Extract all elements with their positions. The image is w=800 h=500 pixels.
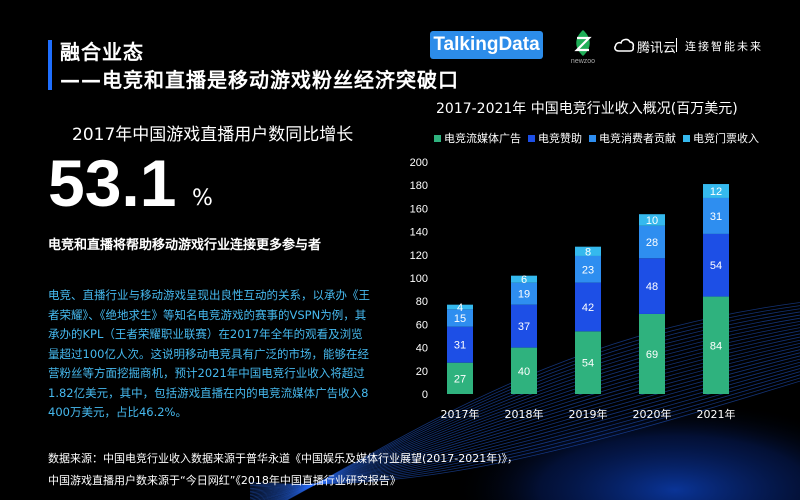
description-paragraph: 电竞、直播行业与移动游戏呈现出良性互动的关系，以承办《王者荣耀》、《绝地求生》等… bbox=[48, 288, 370, 419]
bar-segment bbox=[639, 225, 665, 259]
legend-swatch-sponsorship bbox=[528, 134, 535, 142]
wave-line bbox=[249, 377, 800, 485]
bar-segment bbox=[703, 184, 729, 198]
bar-segment bbox=[575, 246, 601, 256]
bar-value-label: 31 bbox=[454, 340, 466, 352]
x-tick-label: 2017年 bbox=[441, 407, 480, 421]
legend-label-tickets: 电竞门票收入 bbox=[693, 132, 759, 145]
legend-label-consumer: 电竞消费者贡献 bbox=[599, 132, 676, 145]
bar-value-label: 12 bbox=[710, 186, 722, 198]
bar-segment bbox=[511, 282, 537, 305]
stat-unit: % bbox=[192, 186, 213, 211]
bar-segment bbox=[511, 347, 537, 394]
bar-segment bbox=[575, 255, 601, 283]
y-tick-label: 140 bbox=[410, 227, 428, 239]
bar-value-label: 15 bbox=[454, 313, 466, 325]
bar-value-label: 31 bbox=[710, 211, 722, 223]
bar-value-label: 84 bbox=[710, 340, 722, 352]
bar-value-label: 40 bbox=[518, 366, 530, 378]
page-subtitle: ——电竞和直播是移动游戏粉丝经济突破口 bbox=[60, 68, 459, 92]
bar-value-label: 28 bbox=[646, 237, 658, 249]
revenue-stacked-bar-chart: 0 20 40 60 80 100 120 140 160 180 200 27 31 154 2017年 4… bbox=[410, 157, 736, 421]
bar-segment bbox=[447, 304, 473, 310]
x-tick-label: 2018年 bbox=[505, 407, 544, 421]
y-tick-label: 80 bbox=[416, 296, 428, 308]
y-tick-label: 160 bbox=[410, 203, 428, 215]
legend-item-streaming-ads: 电竞流媒体广告 bbox=[434, 131, 521, 145]
stat-heading: 2017年中国游戏直播用户数同比增长 bbox=[72, 125, 354, 145]
chart-title: 2017-2021年 中国电竞行业收入概况(百万美元) bbox=[436, 101, 738, 117]
bar-value-label: 27 bbox=[454, 373, 466, 385]
legend-item-tickets: 电竞门票收入 bbox=[683, 131, 759, 145]
legend-label-streaming-ads: 电竞流媒体广告 bbox=[444, 132, 521, 145]
y-tick-label: 0 bbox=[422, 389, 428, 401]
bar-value-label: 6 bbox=[521, 274, 527, 286]
talkingdata-logo: TalkingData bbox=[430, 31, 543, 59]
title-accent-bar bbox=[48, 40, 52, 90]
bar-value-label: 48 bbox=[646, 281, 658, 293]
wave-line bbox=[249, 374, 800, 486]
bar-segment bbox=[447, 362, 473, 394]
bar-segment bbox=[575, 331, 601, 394]
bar-segment bbox=[703, 296, 729, 394]
bar-value-label: 19 bbox=[518, 289, 530, 301]
newzoo-logo-text: newzoo bbox=[570, 58, 596, 65]
x-tick-label: 2021年 bbox=[697, 407, 736, 421]
bar-segment bbox=[575, 282, 601, 332]
tencent-cloud-icon bbox=[614, 38, 635, 52]
legend-swatch-consumer bbox=[589, 134, 596, 142]
bar-value-label: 4 bbox=[457, 302, 463, 314]
bar-value-label: 23 bbox=[582, 264, 594, 276]
legend-swatch-tickets bbox=[683, 134, 690, 142]
source-line-2: 中国游戏直播用户数来源于“今日网红”《2018年中国直播行业研究报告》 bbox=[48, 474, 401, 487]
newzoo-logo-icon bbox=[574, 30, 592, 56]
y-tick-label: 120 bbox=[410, 250, 428, 262]
legend-item-consumer: 电竞消费者贡献 bbox=[589, 131, 676, 145]
bar-value-label: 8 bbox=[585, 246, 591, 258]
legend-label-sponsorship: 电竞赞助 bbox=[538, 132, 582, 145]
legend-item-sponsorship: 电竞赞助 bbox=[528, 131, 582, 145]
y-tick-label: 100 bbox=[410, 273, 428, 285]
chart-legend: 电竞流媒体广告 电竞赞助 电竞消费者贡献 电竞门票收入 bbox=[434, 131, 766, 145]
bar-value-label: 54 bbox=[582, 358, 594, 370]
bar-segment bbox=[639, 313, 665, 394]
bar-segment bbox=[511, 304, 537, 348]
bar-segment bbox=[639, 258, 665, 314]
bar-value-label: 54 bbox=[710, 260, 722, 272]
y-tick-label: 180 bbox=[410, 180, 428, 192]
bar-value-label: 42 bbox=[582, 302, 594, 314]
y-tick-label: 60 bbox=[416, 319, 428, 331]
x-tick-label: 2020年 bbox=[633, 407, 672, 421]
bar-segment bbox=[511, 275, 537, 283]
page-title: 融合业态 bbox=[60, 40, 144, 64]
bar-segment bbox=[447, 326, 473, 363]
source-line-1: 数据来源：中国电竞行业收入数据来源于普华永道《中国娱乐及媒体行业展望(2017-… bbox=[48, 452, 519, 465]
bar-value-label: 10 bbox=[646, 215, 658, 227]
bar-segment bbox=[703, 233, 729, 297]
x-tick-label: 2019年 bbox=[569, 407, 608, 421]
stat-value: 53.1 bbox=[48, 146, 177, 220]
wave-line bbox=[249, 371, 800, 488]
y-tick-label: 200 bbox=[410, 157, 428, 169]
tencent-cloud-slogan: 连接智能未来 bbox=[685, 40, 763, 53]
stat-subheading: 电竞和直播将帮助移动游戏行业连接更多参与者 bbox=[48, 238, 322, 253]
y-tick-label: 40 bbox=[416, 343, 428, 355]
legend-swatch-streaming-ads bbox=[434, 134, 441, 142]
logo-divider bbox=[676, 38, 677, 52]
bar-segment bbox=[639, 214, 665, 226]
bar-segment bbox=[447, 309, 473, 327]
y-tick-label: 20 bbox=[416, 366, 428, 378]
bar-segment bbox=[703, 197, 729, 234]
tencent-cloud-name: 腾讯云 bbox=[637, 41, 677, 56]
bar-value-label: 69 bbox=[646, 349, 658, 361]
wave-line bbox=[249, 380, 800, 485]
bar-value-label: 37 bbox=[518, 321, 530, 333]
